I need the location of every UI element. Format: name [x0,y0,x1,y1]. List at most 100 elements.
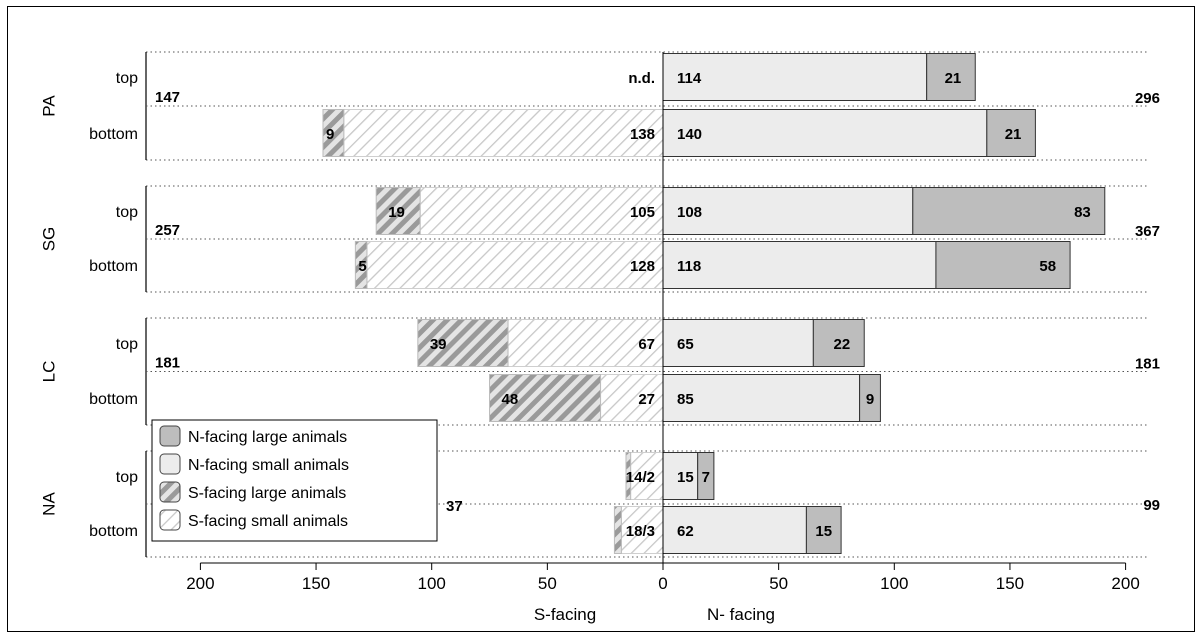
group-label-pa: PA [39,95,58,117]
bar-n-large-pa-bottom [986,109,1036,157]
group-label-sg: SG [39,227,58,252]
label-n-small-na-bottom: 62 [677,523,694,540]
label-n-small-sg-top: 108 [677,204,702,221]
label-n-small-lc-bottom: 85 [677,391,694,408]
bar-n-small-pa-bottom [662,109,988,157]
bar-s-small-sg-top [419,187,664,235]
total-n-na: 99 [1143,497,1160,514]
bar-s-large-pa-bottom [322,109,345,157]
bar-n-large-na-bottom [805,506,842,554]
group-label-lc: LC [39,361,58,383]
bar-s-large-sg-bottom [354,241,368,289]
legend: N-facing large animals N-facing small ani… [151,419,438,542]
labels-layer: PA 147 296 top 114 21 n.d. bottom 140 21 138 9 SG 257… [39,70,1160,540]
bar-s-small-na-top [630,452,664,500]
label-s-large-lc-bottom: 48 [502,391,519,408]
bar-s-large-na-top [625,452,632,500]
bar-n-large-lc-bottom [859,374,881,422]
label-s-small-pa-bottom: 138 [630,126,655,143]
legend-swatch-2 [159,453,181,475]
bar-s-large-lc-bottom [489,374,602,422]
label-n-large-sg-bottom: 58 [1039,258,1056,275]
legend-label-2: N-facing small animals [188,457,349,474]
x-tick-label-100: 100 [880,574,908,593]
bar-n-large-sg-top [912,187,1106,235]
x-tick-label-150: 150 [996,574,1024,593]
row-label-pa-top: top [116,70,138,87]
group-label-na: NA [39,492,58,516]
label-n-small-lc-top: 65 [677,336,694,353]
legend-swatch-1 [159,425,181,447]
total-s-na: 37 [446,498,463,515]
total-s-sg: 257 [155,222,180,239]
label-s-small-sg-top: 105 [630,204,655,221]
x-label-n-facing: N- facing [707,605,775,624]
row-label-pa-bottom: bottom [89,126,138,143]
row-label-na-bottom: bottom [89,523,138,540]
label-n-small-sg-bottom: 118 [677,258,701,275]
label-s-small-lc-top: 67 [638,336,655,353]
bar-s-small-pa-bottom [343,109,664,157]
legend-swatch-4 [159,509,181,531]
bar-s-small-lc-bottom [600,374,664,422]
bar-n-small-sg-bottom [662,241,937,289]
label-s-small-sg-bottom: 128 [630,258,655,275]
row-label-na-top: top [116,469,138,486]
label-s-na-top: 14/2 [626,469,655,486]
row-label-lc-top: top [116,336,138,353]
label-s-large-sg-bottom: 5 [358,258,366,275]
x-axis: 200 150 100 50 0 50 100 150 200 S-facing N- facing [186,52,1140,624]
bar-n-small-pa-top [662,53,928,101]
label-s-large-sg-top: 19 [388,204,405,221]
label-s-large-lc-top: 39 [430,336,447,353]
bar-s-small-sg-bottom [366,241,664,289]
label-n-small-pa-bottom: 140 [677,126,702,143]
legend-swatch-3 [159,481,181,503]
x-tick-label-200: 200 [1111,574,1139,593]
bar-s-large-na-bottom [613,506,622,554]
legend-label-3: S-facing large animals [188,485,346,502]
bar-s-large-lc-top [417,319,509,367]
label-s-large-pa-bottom: 9 [326,126,334,143]
bar-n-large-sg-bottom [935,241,1071,289]
label-n-large-pa-bottom: 21 [1005,126,1022,143]
x-label-s-facing: S-facing [534,605,596,624]
label-s-na-bottom: 18/3 [626,523,655,540]
label-n-small-na-top: 15 [677,469,694,486]
row-label-sg-top: top [116,204,138,221]
label-n-large-lc-top: 22 [834,336,851,353]
total-n-lc: 181 [1135,356,1160,373]
bar-n-small-sg-top [662,187,914,235]
x-tick-label-100: 100 [418,574,446,593]
legend-label-4: S-facing small animals [188,513,348,530]
row-label-lc-bottom: bottom [89,391,138,408]
bar-n-large-pa-top [926,53,976,101]
label-n-small-pa-top: 114 [677,70,702,87]
total-n-pa: 296 [1135,90,1160,107]
bar-n-small-na-bottom [662,506,807,554]
x-tick-label-0: 0 [658,574,667,593]
x-tick-label-50: 50 [769,574,788,593]
bar-s-large-sg-top [375,187,421,235]
label-n-large-na-bottom: 15 [815,523,832,540]
bar-n-large-na-top [697,452,715,500]
total-s-pa: 147 [155,89,180,106]
label-n-large-lc-bottom: 9 [866,391,874,408]
label-s-small-lc-bottom: 27 [638,391,655,408]
total-n-sg: 367 [1135,223,1160,240]
label-n-large-sg-top: 83 [1074,204,1091,221]
legend-label-1: N-facing large animals [188,429,347,446]
label-n-large-pa-top: 21 [945,70,962,87]
total-s-lc: 181 [155,355,180,372]
bar-n-small-na-top [662,452,699,500]
figure-frame [7,6,1195,632]
row-label-sg-bottom: bottom [89,258,138,275]
bars-layer [322,53,1106,554]
label-n-large-na-top: 7 [702,469,710,486]
bar-n-large-lc-top [812,319,865,367]
legend-box [151,419,438,542]
x-tick-label-150: 150 [302,574,330,593]
x-tick-label-200: 200 [186,574,214,593]
label-s-pa-top: n.d. [628,70,655,87]
